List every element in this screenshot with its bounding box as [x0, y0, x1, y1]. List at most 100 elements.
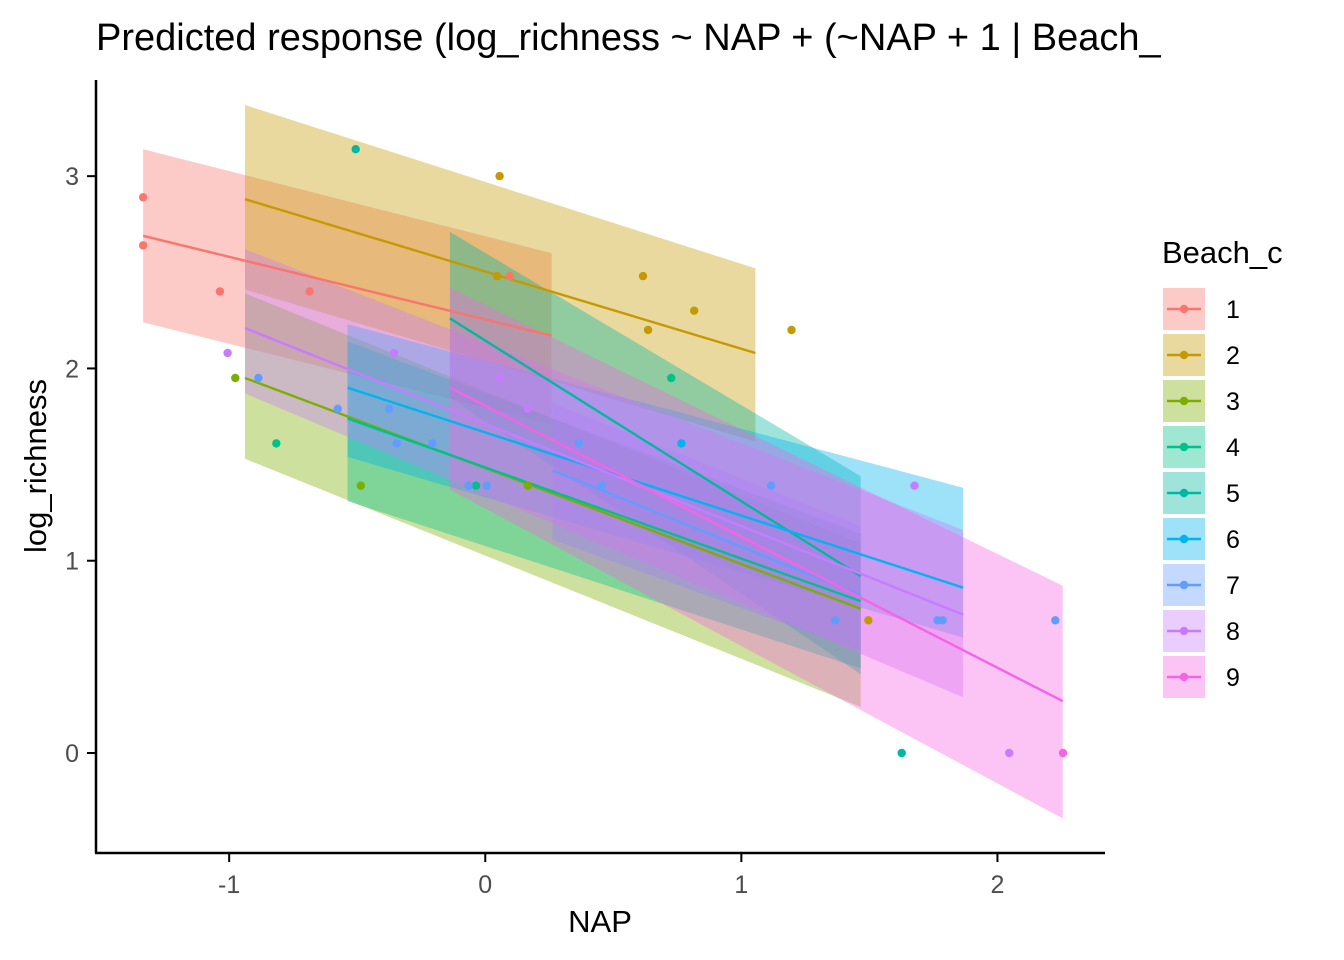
legend-item-6: 6 — [1163, 518, 1240, 560]
y-tick-label: 2 — [65, 355, 79, 383]
data-point-3-14 — [523, 481, 532, 490]
legend-key-point — [1179, 626, 1189, 636]
fit-line-8 — [244, 326, 964, 616]
data-point-8-38 — [523, 404, 532, 413]
data-point-7-33 — [938, 616, 947, 625]
data-point-2-7 — [638, 271, 648, 281]
confidence-bands — [143, 105, 1063, 819]
confidence-band-8 — [245, 249, 964, 698]
x-tick-label: -1 — [218, 871, 240, 899]
confidence-band-4 — [347, 341, 861, 669]
fit-line-7 — [551, 469, 862, 597]
confidence-band-2 — [245, 105, 756, 442]
legend-key-point — [1179, 580, 1189, 590]
data-point-7-28 — [574, 439, 584, 448]
legend-key-point — [1179, 672, 1189, 682]
legend-item-2: 2 — [1163, 334, 1240, 376]
fit-line-6 — [347, 386, 964, 589]
fit-line-9 — [449, 386, 1064, 703]
y-axis-ticks: 0 1 2 3 — [65, 163, 96, 768]
chart-title: Predicted response (log_richness ~ NAP +… — [96, 17, 1161, 59]
legend-item-9: 9 — [1163, 656, 1240, 698]
data-point-4-15 — [272, 439, 281, 448]
data-point-7-23 — [384, 404, 394, 413]
data-point-4-16 — [471, 481, 481, 490]
data-point-2-9 — [690, 306, 699, 315]
legend-key-point — [1179, 350, 1189, 360]
legend-item-5: 5 — [1163, 472, 1240, 514]
plot-panel — [138, 105, 1068, 819]
legend-title: Beach_c — [1162, 235, 1283, 270]
legend-key-point — [1179, 442, 1189, 452]
fit-line-4 — [347, 417, 862, 603]
data-point-2-5 — [495, 171, 504, 181]
fit-lines — [142, 198, 1064, 703]
legend: Beach_c 1 2 3 4 5 6 7 8 9 — [1162, 235, 1283, 698]
y-tick-label: 3 — [65, 163, 79, 191]
data-point-8-35 — [223, 348, 232, 358]
confidence-band-3 — [245, 293, 861, 707]
data-point-1-3 — [305, 287, 314, 296]
data-point-3-12 — [231, 373, 240, 383]
y-tick-label: 0 — [65, 740, 79, 768]
data-point-1-2 — [215, 287, 225, 296]
data-point-1-4 — [505, 271, 514, 281]
data-point-8-39 — [910, 481, 919, 490]
data-point-8-37 — [495, 373, 504, 383]
data-point-7-26 — [464, 481, 473, 490]
legend-key-point — [1179, 396, 1189, 406]
data-point-7-29 — [597, 481, 607, 490]
data-point-7-24 — [392, 439, 401, 448]
data-point-8-40 — [1005, 748, 1014, 758]
legend-label: 3 — [1226, 388, 1240, 416]
data-point-4-17 — [667, 373, 676, 383]
legend-item-1: 1 — [1163, 288, 1240, 330]
data-point-5-18 — [351, 145, 360, 154]
fit-line-3 — [244, 376, 862, 610]
data-point-2-6 — [492, 271, 502, 281]
legend-label: 6 — [1226, 526, 1240, 554]
data-point-6-20 — [677, 439, 686, 448]
y-axis-title: log_richness — [18, 379, 53, 553]
confidence-band-7 — [552, 403, 861, 652]
data-point-7-31 — [830, 616, 840, 625]
confidence-band-6 — [347, 324, 964, 638]
legend-item-8: 8 — [1163, 610, 1240, 652]
legend-label: 9 — [1226, 664, 1240, 692]
x-axis-title: NAP — [568, 904, 632, 939]
legend-label: 7 — [1226, 572, 1240, 600]
y-tick-label: 1 — [65, 548, 79, 576]
data-point-2-11 — [864, 616, 873, 625]
x-axis-ticks: -1 0 1 2 — [218, 853, 1004, 899]
data-point-7-34 — [1051, 616, 1060, 625]
data-point-7-22 — [333, 404, 342, 413]
x-tick-label: 1 — [734, 871, 748, 899]
data-point-3-13 — [356, 481, 365, 490]
data-point-7-25 — [428, 439, 437, 448]
data-point-2-10 — [787, 325, 796, 335]
x-tick-label: 0 — [478, 871, 492, 899]
data-point-1-1 — [138, 241, 148, 250]
data-point-7-21 — [254, 373, 263, 383]
data-point-8-36 — [389, 348, 399, 358]
legend-label: 2 — [1226, 342, 1240, 370]
data-point-5-19 — [897, 748, 906, 758]
data-point-9-41 — [1058, 748, 1068, 758]
legend-item-3: 3 — [1163, 380, 1240, 422]
data-point-2-8 — [643, 325, 653, 335]
observation-points — [138, 145, 1068, 758]
legend-label: 5 — [1226, 480, 1240, 508]
legend-label: 4 — [1226, 434, 1240, 462]
legend-key-point — [1179, 534, 1189, 544]
legend-item-4: 4 — [1163, 426, 1240, 468]
data-point-7-27 — [482, 481, 491, 490]
data-point-1-0 — [138, 193, 148, 202]
legend-items: 1 2 3 4 5 6 7 8 9 — [1163, 288, 1240, 698]
legend-label: 8 — [1226, 618, 1240, 646]
legend-label: 1 — [1226, 296, 1240, 324]
legend-key-point — [1179, 488, 1189, 498]
legend-item-7: 7 — [1163, 564, 1240, 606]
fit-line-1 — [142, 234, 552, 337]
x-tick-label: 2 — [990, 871, 1004, 899]
